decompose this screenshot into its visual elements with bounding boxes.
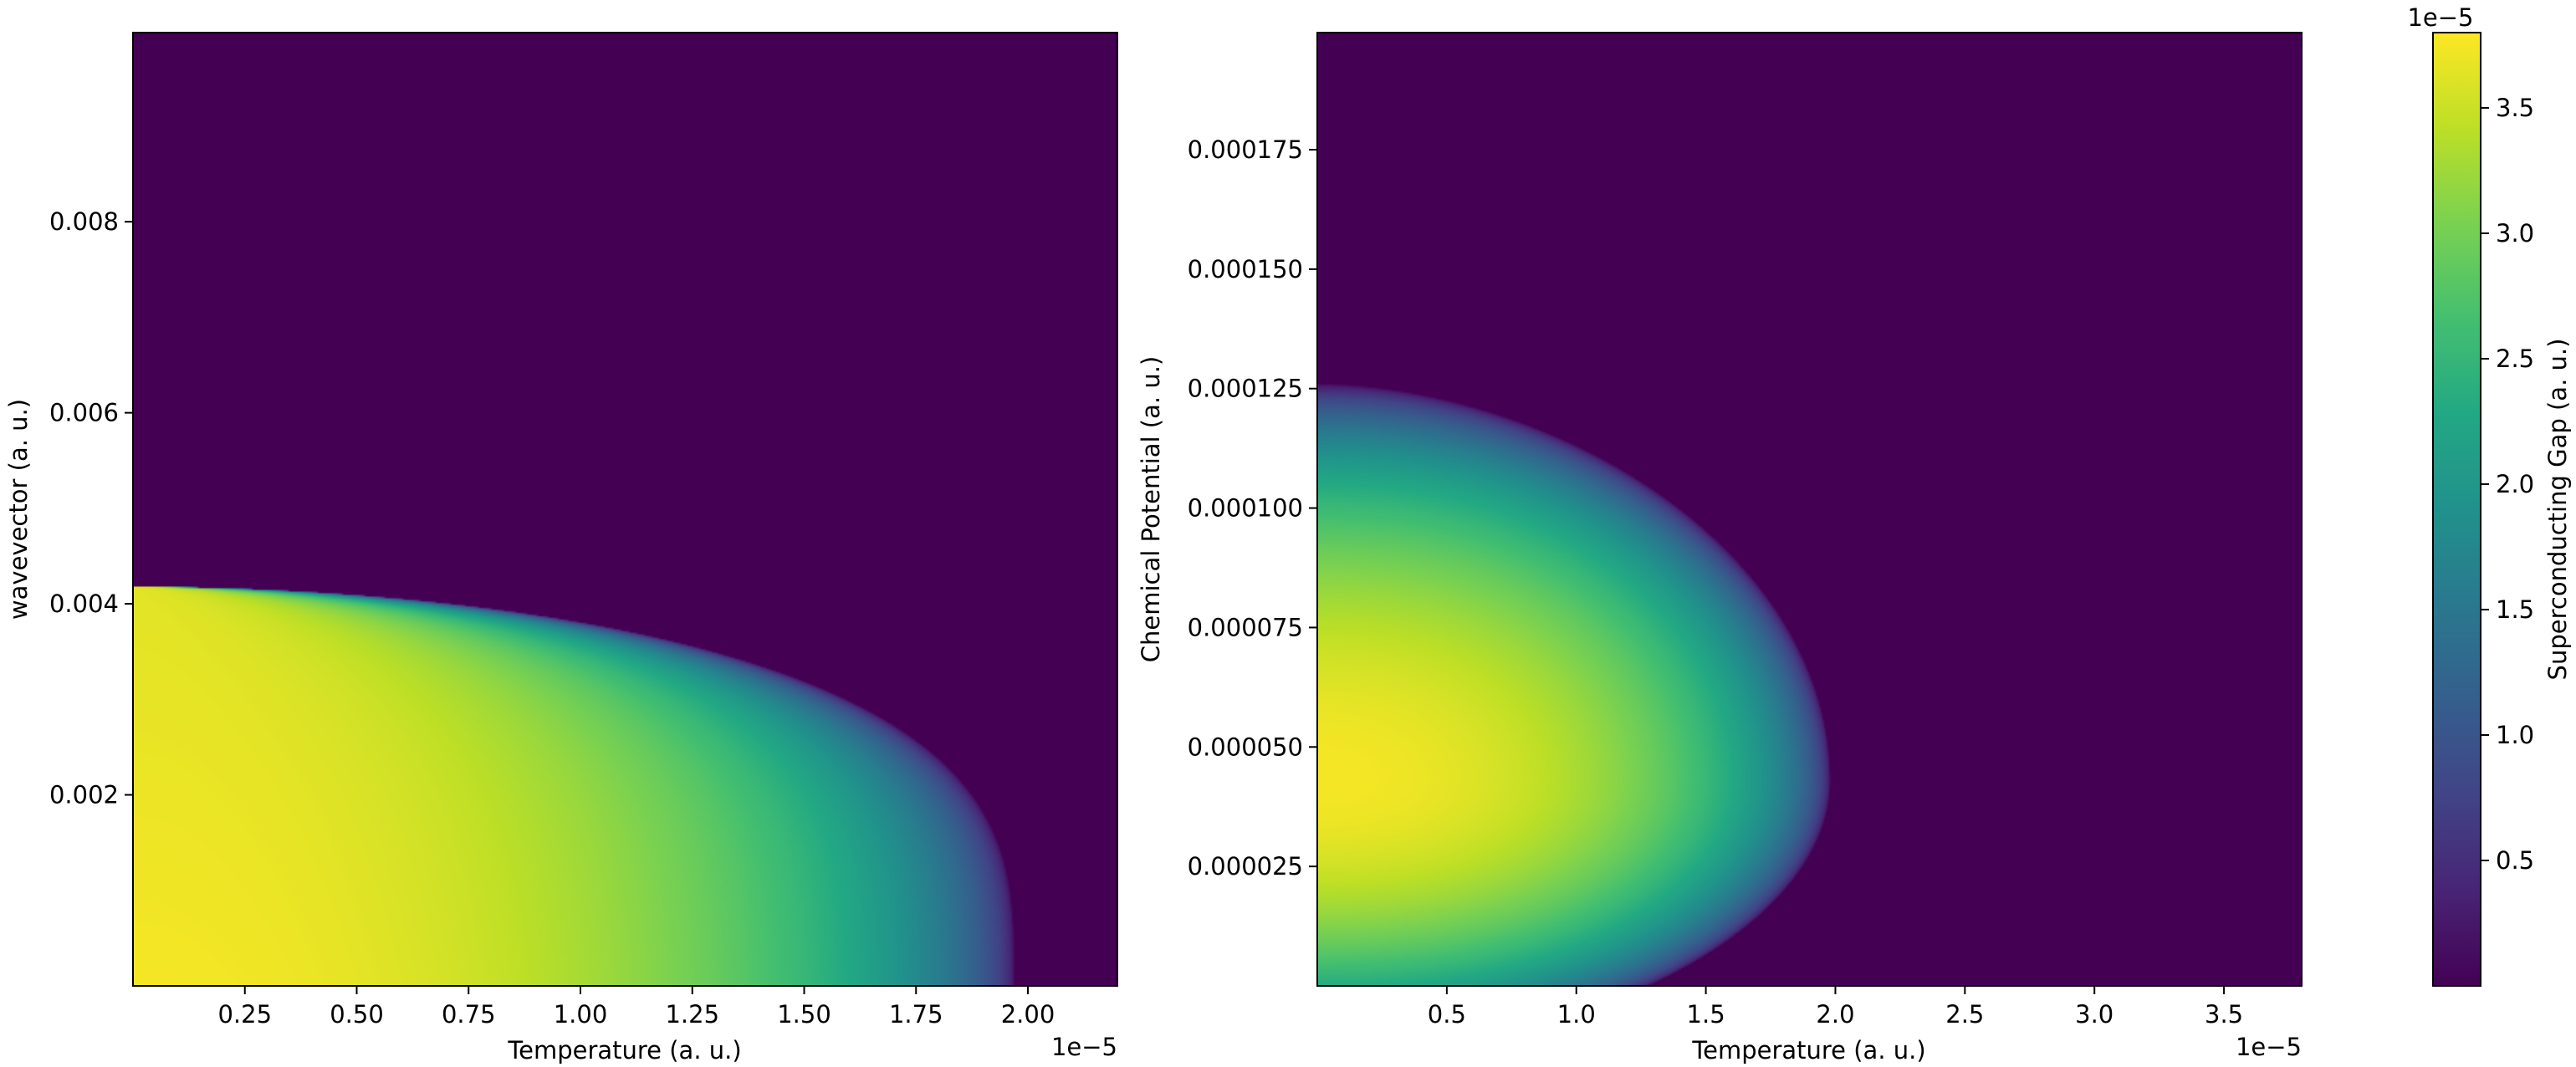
colorbar-tick-label: 1.0 [2496, 721, 2534, 749]
right-y-tick-label: 0.000125 [1188, 375, 1303, 403]
left-x-tick-label: 1.50 [777, 1000, 831, 1029]
left-y-tick-label: 0.002 [49, 781, 119, 809]
left-y-ticks: 0.002 0.004 0.006 0.008 [49, 207, 133, 809]
right-y-tick-label: 0.000050 [1188, 733, 1303, 761]
right-x-tick-label: 0.5 [1428, 1000, 1466, 1029]
left-plot-frame [132, 32, 1118, 987]
right-y-tick-label: 0.000100 [1188, 494, 1303, 523]
colorbar-offset-label: 1e−5 [2407, 3, 2473, 32]
colorbar-tick-label: 0.5 [2496, 846, 2534, 875]
left-y-tick-label: 0.008 [49, 207, 119, 236]
right-x-tick-label: 1.5 [1687, 1000, 1725, 1029]
left-x-tick-label: 2.00 [1001, 1000, 1055, 1029]
left-y-axis-label: wavevector (a. u.) [4, 399, 33, 620]
right-x-axis-label: Temperature (a. u.) [1691, 1036, 1925, 1064]
left-x-tick-label: 1.25 [665, 1000, 719, 1029]
right-x-tick-label: 2.5 [1945, 1000, 1984, 1029]
right-heatmap-image [1317, 33, 2302, 986]
colorbar-tick-label: 2.0 [2496, 470, 2534, 498]
colorbar-tick-label: 3.5 [2496, 94, 2534, 122]
left-heatmap-panel: 0.25 0.50 0.75 1.00 1.25 1.50 1.75 2.00 0.0020.… [4, 32, 1118, 1064]
left-x-tick-label: 0.75 [442, 1000, 496, 1029]
colorbar-label: Superconducting Gap (a. u.) [2543, 339, 2572, 681]
colorbar-tick-label: 2.5 [2496, 345, 2534, 373]
left-y-tick-label: 0.006 [49, 399, 119, 427]
right-y-tick-label: 0.000075 [1188, 613, 1303, 641]
left-x-tick-label: 0.50 [330, 1000, 384, 1029]
left-x-tick-label: 1.75 [889, 1000, 943, 1029]
colorbar: 0.5 1.0 1.5 2.0 2.5 3.0 3.5 1e−5 Superconducti… [2407, 3, 2572, 987]
colorbar-gradient [2432, 32, 2481, 987]
right-heatmap-panel: 0.5 1.0 1.5 2.0 2.5 3.0 3.5 0.0000250.0000500.… [1137, 32, 2303, 1064]
left-x-tick-label: 0.25 [217, 1000, 272, 1029]
right-plot-frame [1316, 32, 2303, 987]
right-x-tick-label: 2.0 [1816, 1000, 1854, 1029]
right-x-tick-label: 3.5 [2205, 1000, 2243, 1029]
left-x-offset-label: 1e−5 [1051, 1033, 1117, 1061]
left-x-axis-label: Temperature (a. u.) [507, 1036, 741, 1064]
right-y-axis-label: Chemical Potential (a. u.) [1137, 356, 1165, 662]
right-y-tick-label: 0.000150 [1188, 255, 1303, 283]
left-x-tick-label: 1.00 [554, 1000, 608, 1029]
right-x-ticks: 0.5 1.0 1.5 2.0 2.5 3.0 3.5 [1428, 986, 2243, 1029]
right-x-tick-label: 3.0 [2075, 1000, 2113, 1029]
colorbar-tick-label: 3.0 [2496, 219, 2534, 248]
left-y-tick-label: 0.004 [49, 590, 119, 618]
right-y-tick-label: 0.000175 [1188, 135, 1303, 164]
right-y-tick-label: 0.000025 [1188, 852, 1303, 881]
left-heatmap-image [133, 33, 1117, 986]
left-x-ticks: 0.25 0.50 0.75 1.00 1.25 1.50 1.75 2.00 [217, 986, 1055, 1029]
right-y-ticks: 0.000025 0.000050 0.000075 0.000100 0.000125… [1188, 135, 1317, 881]
right-x-offset-label: 1e−5 [2236, 1033, 2302, 1061]
right-x-tick-label: 1.0 [1557, 1000, 1596, 1029]
colorbar-tick-label: 1.5 [2496, 595, 2534, 624]
colorbar-ticks: 0.5 1.0 1.5 2.0 2.5 3.0 3.5 [2481, 94, 2534, 875]
